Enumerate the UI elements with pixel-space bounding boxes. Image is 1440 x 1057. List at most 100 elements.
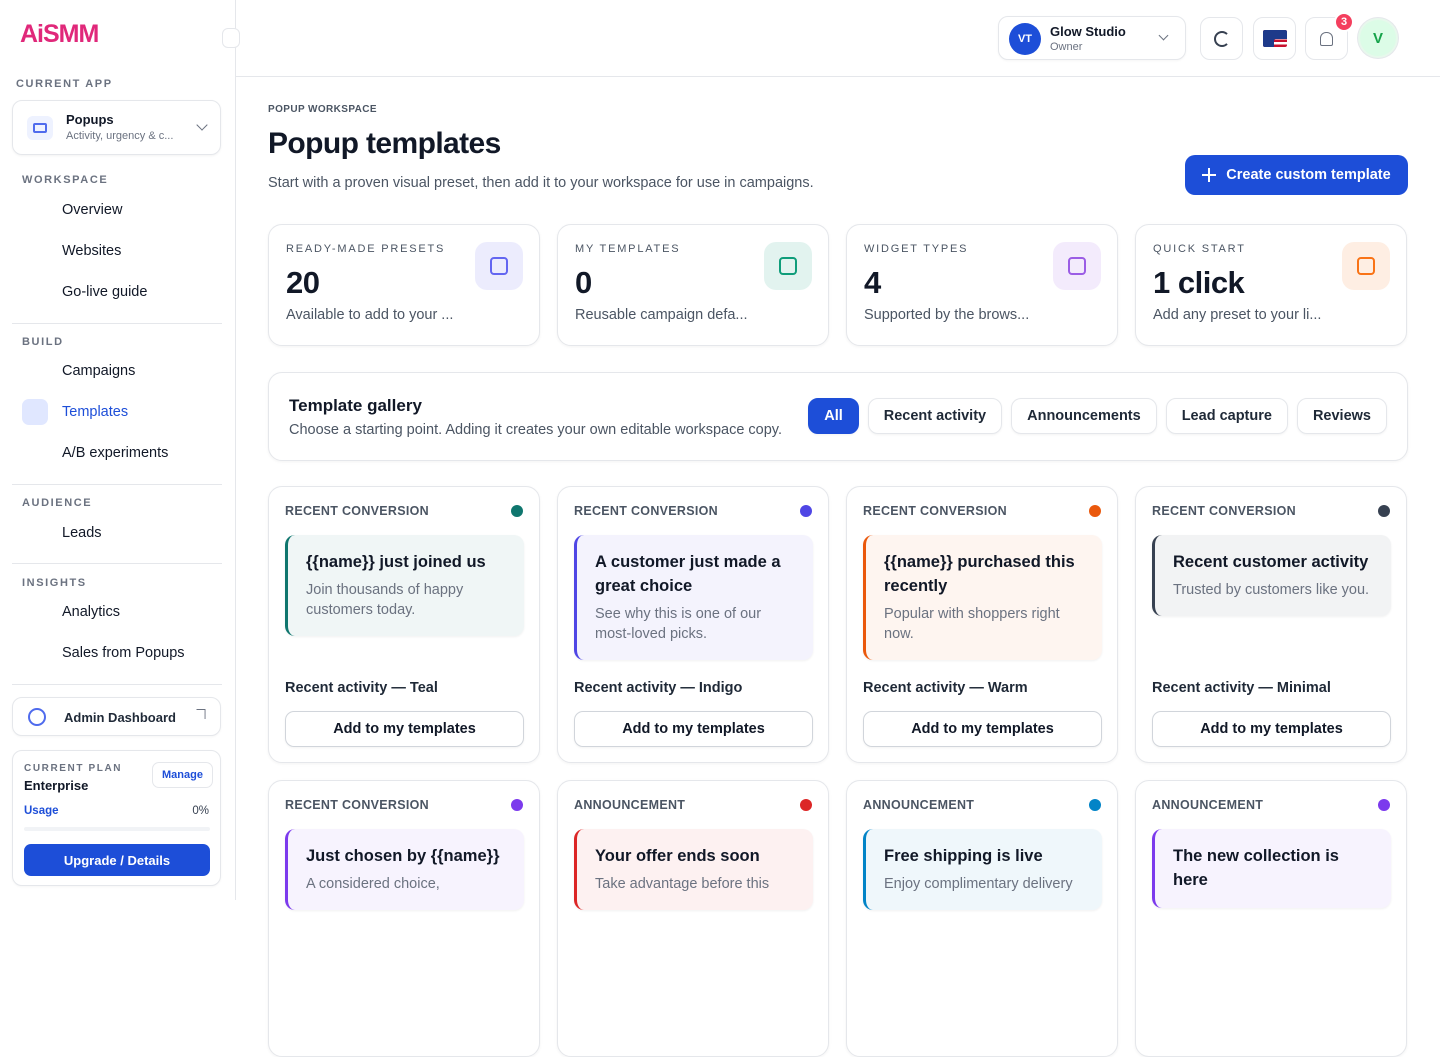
stat-value: 4: [864, 265, 881, 300]
stat-icon: [1342, 242, 1390, 290]
stat-label: READY-MADE PRESETS: [286, 243, 446, 255]
page-title: Popup templates: [268, 127, 501, 160]
nav-label: Websites: [62, 243, 122, 259]
template-card: ANNOUNCEMENT The new collection is here: [1135, 780, 1407, 1057]
app-icon-glyph: [33, 123, 47, 133]
filter-bar: All Recent activity Announcements Lead capt…: [808, 398, 1387, 434]
plus-icon: [1202, 168, 1217, 182]
nav-item[interactable]: Sales from Popups: [22, 636, 222, 670]
preview-headline: Recent customer activity: [1173, 553, 1369, 571]
nav-label: Overview: [62, 202, 123, 218]
nav-item[interactable]: Go-live guide: [22, 275, 222, 309]
status-dot: [1378, 505, 1390, 517]
template-preview: A customer just made a great choice See w…: [574, 535, 813, 660]
nav-label: Sales from Popups: [62, 645, 185, 661]
usage-value: 0%: [192, 805, 209, 817]
chevron: [1158, 30, 1169, 41]
template-card: RECENT CONVERSION Recent customer activit…: [1135, 486, 1407, 763]
filter-chip[interactable]: All: [808, 398, 859, 434]
add-template-button[interactable]: Add to my templates: [863, 711, 1102, 747]
user-avatar[interactable]: V: [1358, 18, 1398, 58]
language-switcher[interactable]: [1253, 17, 1296, 60]
nav-icon: [22, 440, 48, 466]
template-category: RECENT CONVERSION: [863, 504, 1008, 518]
app-switcher[interactable]: Popups Activity, urgency & c...: [12, 100, 221, 155]
nav-item[interactable]: Analytics: [22, 595, 222, 629]
add-template-button[interactable]: Add to my templates: [574, 711, 813, 747]
workspace-name: Glow Studio: [1050, 24, 1126, 39]
nav-label: A/B experiments: [62, 445, 169, 461]
stat-label: MY TEMPLATES: [575, 243, 681, 255]
nav-icon: [22, 520, 48, 546]
nav-item[interactable]: Leads: [22, 516, 222, 550]
preview-headline: {{name}} purchased this recently: [884, 553, 1075, 595]
stat-icon-glyph: [779, 257, 797, 275]
nav-icon: [22, 358, 48, 384]
filter-chip[interactable]: Recent activity: [867, 398, 1003, 434]
gallery-title: Template gallery: [289, 396, 422, 415]
divider: [12, 323, 222, 324]
divider: [12, 563, 222, 564]
template-preview: Your offer ends soon Take advantage befor…: [574, 829, 813, 910]
manage-button[interactable]: Manage: [152, 762, 213, 788]
collapse-button[interactable]: [222, 28, 240, 48]
preview-body: A considered choice,: [306, 876, 440, 892]
plan-box: CURRENT PLAN Enterprise Manage Usage 0% Upgra…: [12, 750, 221, 886]
stat-icon-glyph: [490, 257, 508, 275]
template-category: RECENT CONVERSION: [285, 504, 430, 518]
stat-card: READY-MADE PRESETS 20 Available to add to …: [268, 224, 540, 346]
stat-card: QUICK START 1 click Add any preset to your…: [1135, 224, 1407, 346]
create-template-button[interactable]: Create custom template: [1185, 155, 1408, 195]
upgrade-button[interactable]: Upgrade / Details: [24, 844, 210, 876]
preview-body: See why this is one of our most-loved pi…: [595, 606, 762, 642]
filter-chip[interactable]: Reviews: [1296, 398, 1387, 434]
filter-chip[interactable]: Announcements: [1011, 398, 1157, 434]
section-label: WORKSPACE: [22, 174, 109, 186]
nav-item[interactable]: Campaigns: [22, 354, 222, 388]
filter-chip[interactable]: Lead capture: [1165, 398, 1288, 434]
logo[interactable]: AiSMM: [20, 20, 99, 48]
stat-label: QUICK START: [1153, 243, 1246, 255]
eyebrow: POPUP WORKSPACE: [268, 104, 377, 115]
status-dot: [1089, 799, 1101, 811]
notifications-button[interactable]: 3: [1305, 12, 1354, 60]
plan-label: CURRENT PLAN: [24, 763, 123, 774]
stat-icon-glyph: [1068, 257, 1086, 275]
workspace-switcher[interactable]: VT Glow Studio Owner: [998, 16, 1186, 60]
nav-item[interactable]: A/B experiments: [22, 436, 222, 470]
nav-label: Campaigns: [62, 363, 136, 379]
stat-value: 20: [286, 265, 320, 300]
nav-item[interactable]: Websites: [22, 234, 222, 268]
nav-icon: [22, 399, 48, 425]
divider: [12, 684, 222, 685]
stat-note: Reusable campaign defa...: [575, 307, 748, 323]
template-category: ANNOUNCEMENT: [863, 798, 975, 812]
app-icon: [27, 116, 53, 140]
admin-link[interactable]: Admin Dashboard: [12, 697, 221, 736]
template-card: RECENT CONVERSION {{name}} purchased this…: [846, 486, 1118, 763]
gallery-subtitle: Choose a starting point. Adding it creat…: [289, 422, 783, 438]
template-name: Recent activity — Teal: [285, 680, 438, 696]
preview-body: Join thousands of happy customers today.: [306, 582, 464, 618]
add-template-button[interactable]: Add to my templates: [285, 711, 524, 747]
theme-toggle[interactable]: [1200, 17, 1243, 60]
template-card: RECENT CONVERSION A customer just made a …: [557, 486, 829, 763]
preview-headline: A customer just made a great choice: [595, 553, 781, 595]
stat-note: Available to add to your ...: [286, 307, 454, 323]
app-name: Popups: [66, 112, 114, 127]
nav-item[interactable]: Overview: [22, 193, 222, 227]
stat-icon: [475, 242, 523, 290]
admin-icon: [28, 708, 46, 726]
status-dot: [800, 505, 812, 517]
stat-value: 0: [575, 265, 592, 300]
stat-icon: [1053, 242, 1101, 290]
template-preview: Free shipping is live Enjoy complimentary…: [863, 829, 1102, 910]
add-template-button[interactable]: Add to my templates: [1152, 711, 1391, 747]
stat-note: Supported by the brows...: [864, 307, 1030, 323]
template-preview: {{name}} just joined us Join thousands of…: [285, 535, 524, 636]
topbar: VT Glow Studio Owner 3 V: [236, 0, 1440, 77]
stat-note: Add any preset to your li...: [1153, 307, 1322, 323]
nav-item[interactable]: Templates: [22, 395, 222, 429]
template-category: ANNOUNCEMENT: [574, 798, 686, 812]
stat-icon-glyph: [1357, 257, 1375, 275]
